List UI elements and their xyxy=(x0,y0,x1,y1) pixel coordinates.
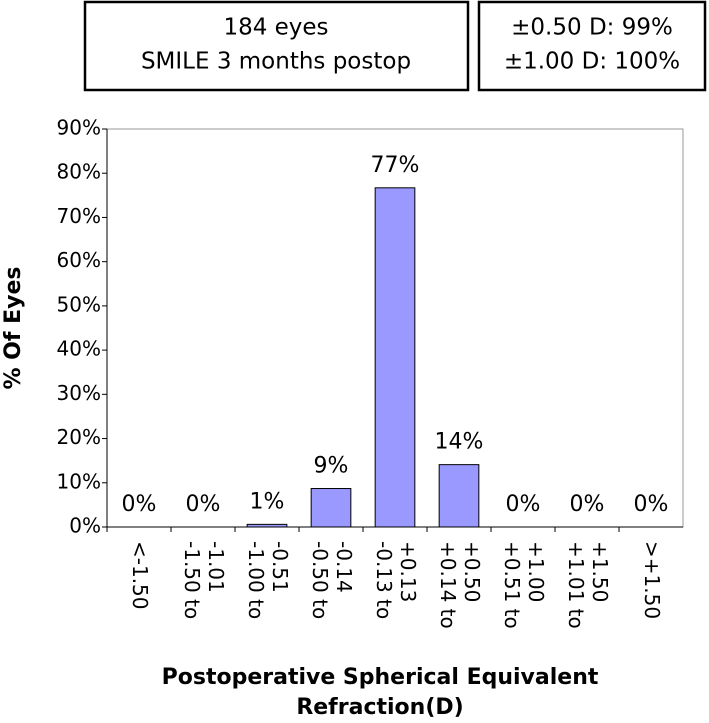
y-tick-label: 60% xyxy=(57,248,101,272)
bar xyxy=(246,523,288,528)
value-label: 0% xyxy=(634,492,669,517)
x-tick-label: +1.01 to+1.50 xyxy=(565,541,613,629)
value-label: 0% xyxy=(186,492,221,517)
y-tick-label: 30% xyxy=(57,381,101,405)
x-tick-label: +0.14 to+0.50 xyxy=(437,541,485,629)
value-label: 0% xyxy=(506,492,541,517)
value-label: 9% xyxy=(314,454,349,479)
x-tick-label: -0.13 to+0.13 xyxy=(373,541,421,619)
y-tick-label: 80% xyxy=(57,160,101,184)
x-tick-label: >+1.50 xyxy=(641,541,665,619)
x-tick-label: +0.51 to+1.00 xyxy=(501,541,549,629)
value-label: 0% xyxy=(122,492,157,517)
annotation: ±0.50 D: 99% xyxy=(511,15,673,41)
x-tick-label: -0.50 to-0.14 xyxy=(309,541,357,619)
y-tick-label: 20% xyxy=(57,425,101,449)
annotation-box xyxy=(477,0,707,92)
value-label: 77% xyxy=(371,153,420,178)
value-label: 14% xyxy=(435,430,484,455)
y-tick-label: 70% xyxy=(57,204,101,228)
annotation: SMILE 3 months postop xyxy=(141,49,411,75)
bar xyxy=(438,464,480,528)
bar xyxy=(374,187,416,528)
value-label: 0% xyxy=(570,492,605,517)
x-tick-label: -1.00 to-0.51 xyxy=(245,541,293,619)
bar xyxy=(310,488,352,528)
y-tick-label: 90% xyxy=(57,116,101,140)
y-tick-label: 40% xyxy=(57,337,101,361)
x-tick-label: -1.50 to-1.01 xyxy=(181,541,229,619)
annotation: ±1.00 D: 100% xyxy=(504,49,680,75)
y-tick-label: 50% xyxy=(57,292,101,316)
x-axis-title: Refraction(D) xyxy=(296,695,463,720)
y-tick-label: 0% xyxy=(69,514,101,538)
annotation-box xyxy=(83,0,470,92)
value-label: 1% xyxy=(250,489,285,514)
annotation: 184 eyes xyxy=(223,15,328,41)
x-tick-label: <-1.50 xyxy=(129,541,153,610)
y-tick-label: 10% xyxy=(57,469,101,493)
x-axis-title: Postoperative Spherical Equivalent xyxy=(162,665,599,690)
y-axis-title: % Of Eyes xyxy=(1,266,26,389)
